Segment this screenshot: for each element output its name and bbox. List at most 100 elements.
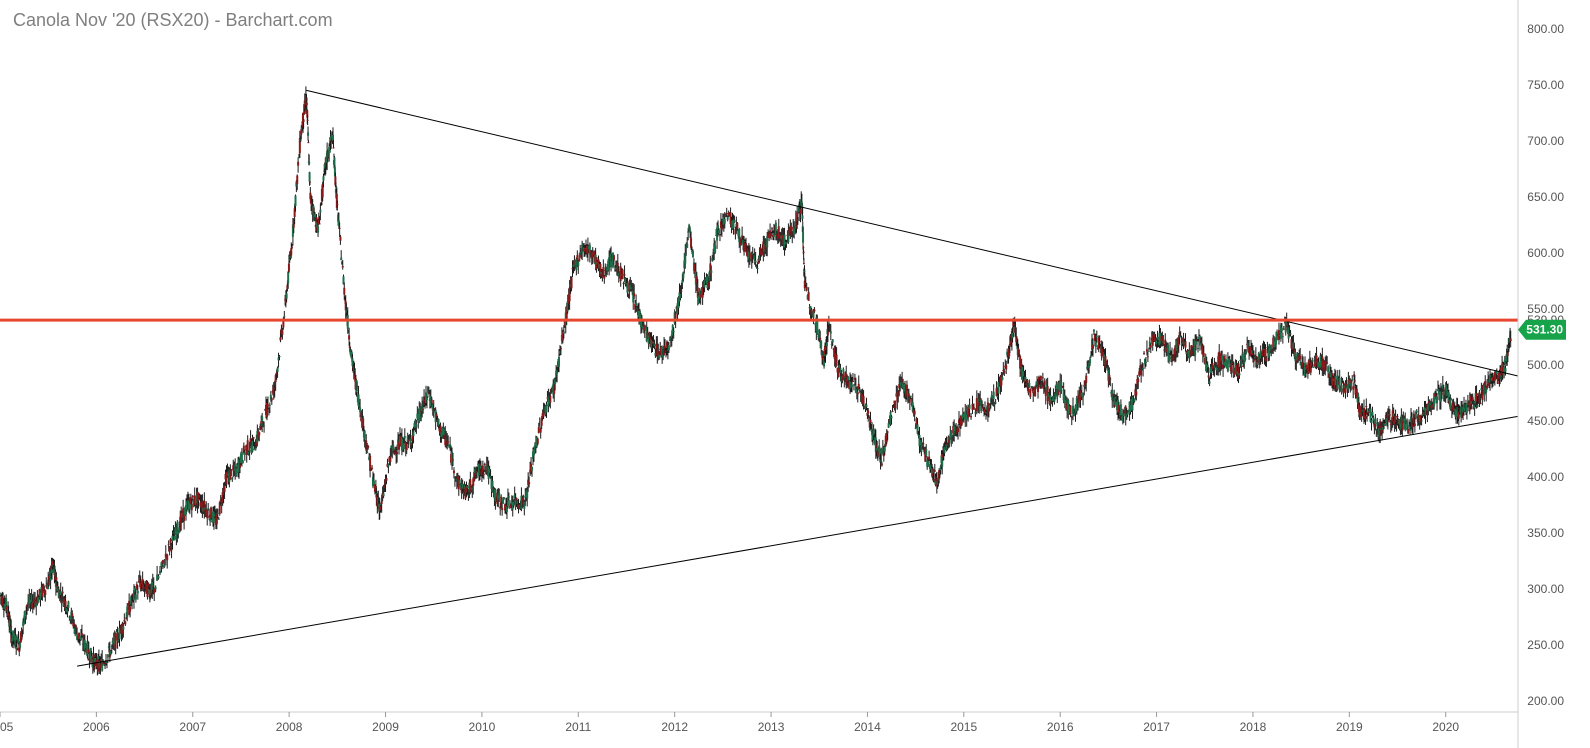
candle-body [115, 631, 118, 633]
candle-body [1095, 335, 1098, 337]
candle-body [191, 495, 194, 498]
candle-body [469, 479, 472, 492]
candle-body [1062, 389, 1065, 401]
candle-body [1008, 348, 1011, 357]
candle-body [1502, 364, 1505, 367]
candle-body [578, 258, 581, 262]
candle-body [1207, 375, 1210, 378]
candle-body [740, 238, 743, 246]
candle-body [396, 451, 399, 455]
candle-body [1005, 365, 1008, 370]
candle-body [198, 495, 201, 498]
candle-body [358, 403, 361, 407]
candle-body [1317, 361, 1320, 368]
candle-body [1386, 410, 1389, 423]
candle-body [385, 478, 388, 481]
candle-body [1084, 380, 1087, 387]
candle-body [339, 236, 342, 241]
candle-body [44, 590, 47, 595]
candle-body [951, 435, 954, 437]
candle-body [907, 393, 910, 398]
candle-body [481, 465, 484, 473]
candle-body [272, 385, 275, 396]
candle-body [1345, 384, 1348, 386]
candle-body [957, 427, 960, 433]
candle-body [451, 452, 454, 465]
candle-body [1305, 364, 1308, 370]
candle-body [1006, 360, 1009, 363]
candle-body [756, 268, 759, 270]
candle-body [1480, 388, 1483, 391]
candle-body [15, 646, 18, 649]
candle-body [1194, 340, 1197, 356]
candle-body [216, 512, 219, 514]
candle-body [872, 429, 875, 436]
candle-body [922, 442, 925, 445]
candle-body [838, 364, 841, 368]
candle-body [279, 337, 282, 341]
candle-body [1490, 375, 1493, 377]
candle-body [353, 369, 356, 371]
candle-body [1089, 358, 1092, 364]
candle-body [489, 475, 492, 477]
candle-body [1434, 393, 1437, 397]
candle-body [802, 263, 805, 265]
candle-body [1037, 376, 1040, 381]
candle-body [308, 181, 311, 183]
candle-body [37, 597, 40, 603]
candle-body [359, 407, 362, 412]
candle-body [981, 404, 984, 406]
candle-body [1169, 350, 1172, 353]
candle-body [415, 424, 418, 427]
candle-body [1191, 351, 1194, 355]
candle-body [1289, 333, 1292, 335]
candle-body [503, 497, 506, 500]
candle-body [1060, 382, 1063, 391]
candle-body [42, 584, 45, 590]
candle-body [1495, 370, 1498, 375]
candle-body [687, 231, 690, 233]
candle-body [1349, 380, 1352, 387]
candle-body [1251, 353, 1254, 356]
candle-body [1238, 373, 1241, 376]
candle-body [670, 334, 673, 338]
candle-body [1055, 384, 1058, 390]
candle-body [1242, 366, 1245, 368]
candle-body [449, 443, 452, 448]
candle-body [483, 463, 486, 465]
y-tick-label: 450.00 [1527, 414, 1564, 428]
candle-body [1449, 399, 1452, 410]
candle-body [688, 224, 691, 230]
candle-body [479, 465, 482, 469]
chart-title: Canola Nov '20 (RSX20) - Barchart.com [13, 10, 333, 30]
candle-body [1456, 406, 1459, 417]
candle-body [114, 633, 117, 649]
candle-body [34, 600, 37, 602]
candle-body [1427, 404, 1430, 411]
candle-body [270, 398, 273, 401]
candle-body [303, 100, 306, 109]
candle-body [498, 493, 501, 499]
candle-body [303, 104, 306, 115]
candle-body [50, 575, 53, 577]
candle-body [956, 432, 959, 434]
candle-body [1281, 335, 1284, 337]
candle-body [612, 255, 615, 261]
candle-body [852, 384, 855, 386]
candle-body [1086, 366, 1089, 369]
candle-body [867, 416, 870, 418]
candle-body [367, 446, 370, 448]
candle-body [1370, 420, 1373, 424]
candle-body [937, 477, 940, 481]
candle-body [310, 202, 313, 206]
candle-body [1367, 411, 1370, 413]
candle-body [1258, 356, 1261, 365]
y-tick-label: 350.00 [1527, 526, 1564, 540]
candle-body [1208, 381, 1211, 384]
candle-body [796, 219, 799, 221]
candle-body [1008, 343, 1011, 346]
candle-body [1312, 366, 1315, 368]
candle-body [686, 243, 689, 248]
candle-body [67, 601, 70, 608]
